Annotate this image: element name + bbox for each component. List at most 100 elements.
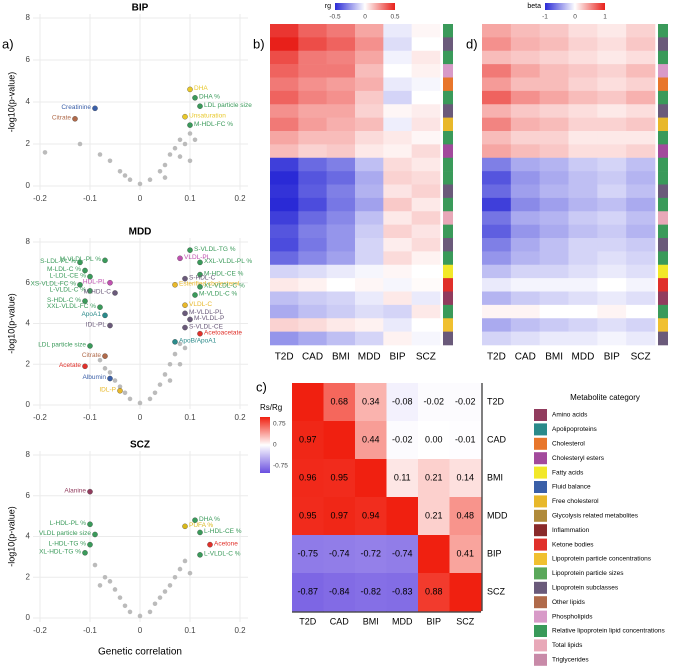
- cell-label: 0.95: [299, 510, 317, 520]
- heatmap-cell: [597, 64, 627, 78]
- heatmap-cell: [510, 24, 540, 38]
- heatmap-cell: [298, 184, 327, 199]
- row-category: [443, 291, 453, 306]
- heatmap-cell: [411, 184, 441, 199]
- heatmap-cell: [539, 197, 569, 212]
- point-label: XS-VLDL-FC %: [30, 281, 76, 288]
- diagonal-cell: [292, 383, 324, 422]
- legend-swatch: [534, 553, 547, 565]
- heatmap-cell: [597, 211, 627, 225]
- cell-label: 0.21: [425, 510, 443, 520]
- heatmap-cell: [539, 291, 569, 306]
- heatmap-cell: [270, 171, 299, 185]
- point: [162, 589, 168, 594]
- x-tick-label: 0.2: [234, 413, 246, 422]
- heatmap-cell: [510, 264, 540, 279]
- highlight-point: [72, 116, 78, 122]
- heatmap-cell: [326, 171, 356, 185]
- legend-swatch: [534, 509, 547, 522]
- diagonal-cell: [323, 421, 356, 460]
- legend-label: Lipoprotein particle sizes: [552, 570, 624, 577]
- heatmap-cell: [539, 238, 569, 252]
- matrix-cell: [449, 497, 482, 536]
- heatmap-cell: [482, 37, 512, 52]
- highlight-point: [172, 339, 178, 345]
- heatmap-cell: [482, 90, 512, 105]
- heatmap-cell: [626, 131, 656, 145]
- heatmap-cell: [355, 197, 384, 212]
- legend-label: Fatty acids: [552, 469, 584, 476]
- heatmap-cell: [411, 144, 441, 159]
- point-label: M-HDL-CE %: [204, 270, 244, 277]
- heatmap-cell: [510, 77, 540, 92]
- y-tick-label: 0: [26, 181, 31, 190]
- heatmap-cell: [539, 304, 569, 319]
- point-label: Citrate: [52, 115, 72, 122]
- point: [177, 341, 183, 347]
- point-label: Acetate: [59, 362, 81, 369]
- colorbar-tick-label: 0.5: [390, 14, 399, 21]
- x-tick-label: -0.1: [83, 626, 97, 635]
- row-label: T2D: [487, 396, 505, 406]
- heatmap-cell: [482, 278, 512, 292]
- point: [112, 587, 118, 592]
- highlight-point: [82, 267, 88, 274]
- heatmap-cell: [411, 104, 441, 118]
- row-category: [443, 131, 453, 145]
- heatmap-cell: [270, 184, 299, 199]
- row-category: [658, 184, 668, 199]
- matrix-cell: [292, 497, 324, 536]
- matrix-cell: [323, 459, 356, 498]
- heatmap-cell: [326, 90, 356, 105]
- point: [137, 400, 143, 406]
- heatmap-cell: [411, 304, 441, 319]
- highlight-point: [107, 322, 113, 329]
- heatmap-cell: [411, 131, 441, 145]
- y-tick-label: 0: [26, 400, 31, 409]
- x-axis-label: Genetic correlation: [98, 647, 182, 658]
- row-category: [658, 171, 668, 185]
- heatmap-cell: [597, 131, 627, 145]
- heatmap-cell: [482, 331, 512, 346]
- heatmap-cell: [510, 157, 540, 172]
- heatmap-cell: [298, 77, 327, 92]
- legend-label: Phospholipids: [552, 613, 593, 620]
- point: [187, 570, 193, 576]
- cell-label: 0.44: [362, 434, 380, 444]
- point: [162, 372, 168, 377]
- legend-swatch: [534, 538, 547, 551]
- highlight-point: [117, 387, 123, 394]
- heatmap-cell: [568, 238, 598, 252]
- legend-swatch: [534, 653, 547, 666]
- matrix-cell: [386, 535, 419, 574]
- heatmap-cell: [539, 117, 569, 132]
- legend-label: Cholesteryl esters: [552, 455, 605, 462]
- highlight-point: [107, 279, 113, 286]
- heatmap-cell: [326, 104, 356, 118]
- x-tick-label: 0: [138, 194, 143, 203]
- cell-label: -0.87: [297, 586, 318, 596]
- heatmap-cell: [539, 157, 569, 172]
- heatmap-cell: [270, 331, 299, 346]
- colorbar-tick-label: -1: [542, 14, 548, 21]
- point: [147, 609, 153, 615]
- heatmap-cell: [626, 90, 656, 105]
- colorbar: [260, 417, 270, 473]
- heatmap-cell: [626, 144, 656, 159]
- y-tick-label: 6: [26, 278, 31, 287]
- heatmap-cell: [626, 117, 656, 132]
- highlight-point: [187, 316, 193, 323]
- point: [147, 177, 153, 182]
- heatmap-cell: [298, 144, 327, 159]
- point: [152, 601, 158, 607]
- row-category: [443, 264, 453, 279]
- point-label: Acetone: [214, 540, 238, 547]
- heatmap-cell: [482, 238, 512, 252]
- x-tick-label: 0.2: [234, 194, 246, 203]
- heatmap-cell: [568, 117, 598, 132]
- heatmap-cell: [298, 50, 327, 65]
- point-label: L-VLDL-C %: [50, 287, 87, 294]
- heatmap-cell: [626, 264, 656, 279]
- heatmap-cell: [383, 90, 412, 105]
- legend-label: Total lipids: [552, 642, 583, 649]
